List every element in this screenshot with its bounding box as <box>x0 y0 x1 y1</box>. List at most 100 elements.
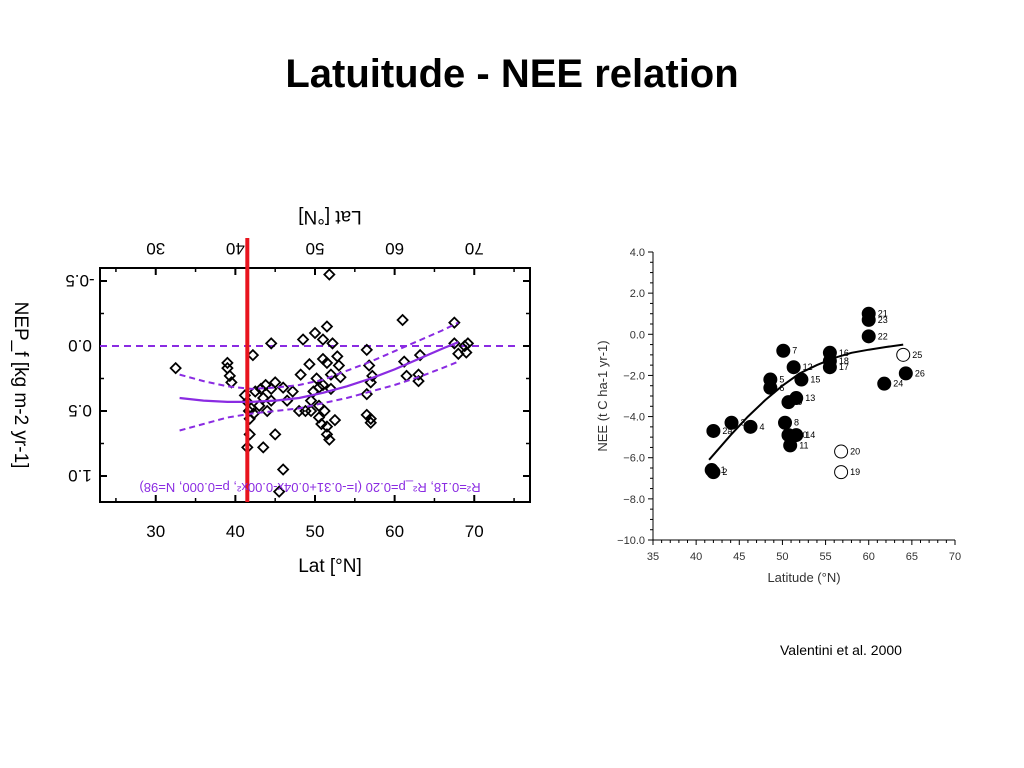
data-point <box>276 463 290 476</box>
data-point <box>320 420 334 433</box>
data-point <box>834 444 849 459</box>
data-point <box>861 312 876 327</box>
point-label: 2a <box>722 426 732 436</box>
y-tick-label: −2.0 <box>623 370 645 382</box>
data-point <box>364 416 378 429</box>
data-point <box>448 316 461 329</box>
data-point <box>789 428 804 443</box>
x-tick-label: 40 <box>690 551 702 563</box>
y-tick-label: 2.0 <box>630 288 645 300</box>
x-axis-label: Lat [°N] <box>298 556 362 577</box>
data-point <box>316 333 330 346</box>
data-point <box>896 347 911 362</box>
data-point <box>296 333 310 346</box>
data-point <box>334 370 347 384</box>
data-point <box>396 313 409 327</box>
data-point <box>786 360 801 375</box>
y-tick-label: −8.0 <box>623 494 645 506</box>
slide-title: Latuitude - NEE relation <box>285 52 739 96</box>
data-point <box>315 417 328 431</box>
y-tick-label: 0.0 <box>630 329 645 341</box>
data-point <box>272 485 286 498</box>
data-point <box>324 382 338 396</box>
data-point <box>264 337 278 350</box>
data-point <box>247 407 260 420</box>
data-point <box>413 348 427 362</box>
data-point <box>397 355 411 368</box>
data-point <box>320 320 334 333</box>
data-point <box>822 354 837 369</box>
data-point <box>318 404 331 418</box>
data-point <box>794 372 809 387</box>
fit-curve <box>708 343 904 461</box>
data-point <box>268 428 282 441</box>
data-point <box>323 268 336 281</box>
data-point <box>252 399 266 413</box>
data-point <box>260 404 274 418</box>
data-point <box>323 433 336 446</box>
data-point <box>276 381 290 394</box>
point-label: 17 <box>839 362 849 372</box>
point-label: 26 <box>915 368 925 378</box>
data-point <box>320 356 334 370</box>
data-point <box>360 343 374 357</box>
data-point <box>303 357 316 371</box>
point-label: 13 <box>805 393 815 403</box>
data-point <box>861 329 876 344</box>
x-tick-label-top: 50 <box>306 239 325 258</box>
data-point <box>286 385 299 398</box>
point-label: 5 <box>779 375 784 385</box>
data-point <box>268 376 282 389</box>
data-point <box>259 378 272 392</box>
x-tick-label-bottom: 40 <box>226 522 245 541</box>
point-label: 16 <box>839 348 849 358</box>
data-point <box>778 415 793 430</box>
point-label: 11 <box>799 440 808 450</box>
data-point <box>458 339 471 353</box>
data-point <box>256 391 270 405</box>
point-label: 24 <box>893 379 903 389</box>
data-point <box>308 326 322 340</box>
y-tick-label: −10.0 <box>617 535 645 547</box>
data-point <box>221 356 234 370</box>
data-point <box>789 391 804 406</box>
point-label: 22 <box>878 331 888 341</box>
data-point <box>706 423 721 438</box>
x-tick-label: 55 <box>819 551 831 563</box>
data-point <box>877 376 892 391</box>
y-axis-label: NEE (t C ha-1 yr-1) <box>595 340 610 451</box>
data-point <box>304 404 318 418</box>
x-tick-label-bottom: 50 <box>306 522 325 541</box>
x-tick-label-bottom: 60 <box>385 522 404 541</box>
data-point <box>332 359 346 372</box>
x-tick-label: 50 <box>776 551 788 563</box>
data-point <box>169 361 182 375</box>
y-tick-label: 1.0 <box>68 466 92 485</box>
y-tick-label: 4.0 <box>630 247 645 259</box>
data-point <box>412 374 425 388</box>
y-tick-label: 0.5 <box>68 401 92 420</box>
data-point <box>364 412 378 426</box>
point-label: 8 <box>794 418 799 428</box>
x-tick-label-top: 30 <box>146 239 165 258</box>
ci-lower-curve <box>179 360 459 432</box>
y-tick-label: -0.5 <box>65 271 94 290</box>
data-point <box>328 413 342 427</box>
x-tick-label: 60 <box>863 551 875 563</box>
data-point <box>366 369 379 383</box>
point-label: 6 <box>779 383 784 393</box>
point-label: 15 <box>810 375 820 385</box>
x-tick-label: 70 <box>949 551 961 563</box>
data-point <box>763 380 778 395</box>
point-label: 12 <box>803 362 813 372</box>
point-label: 23 <box>878 315 888 325</box>
point-label: 14 <box>805 430 815 440</box>
point-label: 1 <box>721 465 726 475</box>
x-tick-label-top: 60 <box>385 239 404 258</box>
point-label: 3 <box>741 418 746 428</box>
x-tick-label: 45 <box>733 551 745 563</box>
data-point <box>246 348 260 362</box>
data-point <box>706 465 721 480</box>
x-tick-label: 65 <box>906 551 918 563</box>
